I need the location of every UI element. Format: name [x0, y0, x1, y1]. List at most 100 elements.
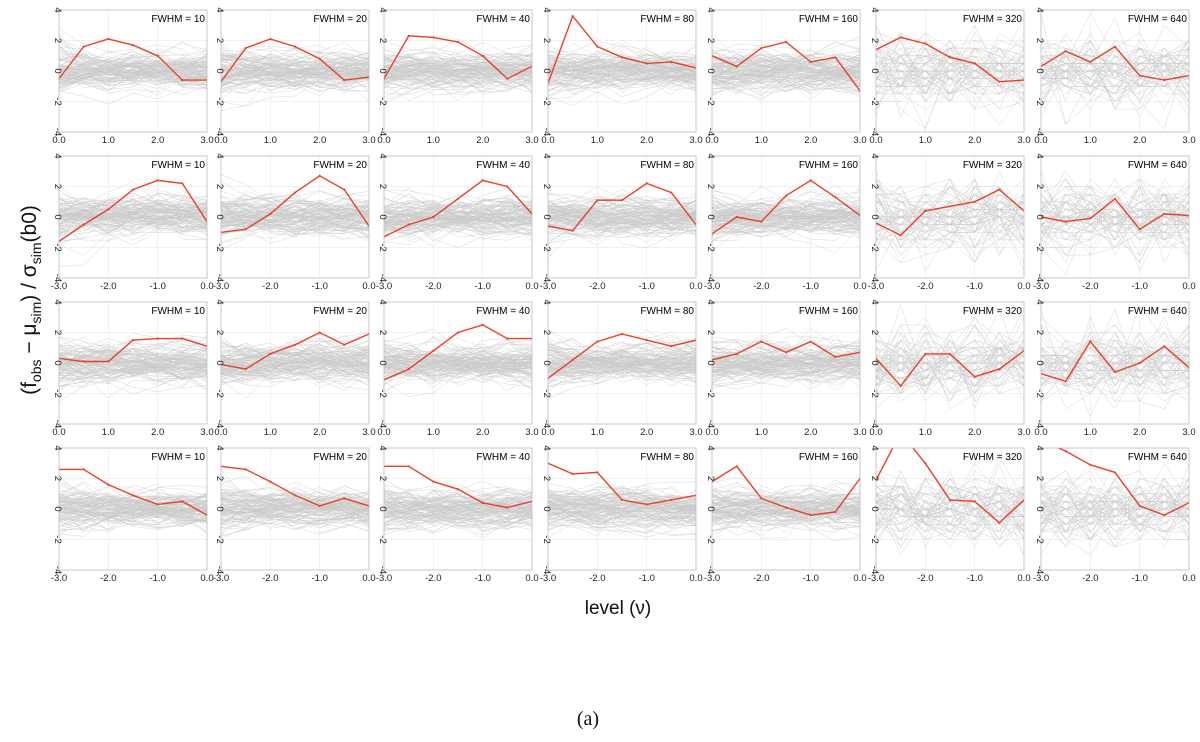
- panel-r3-c1: -4 -2 0 2 4 0.0 1.0 2.0 3.0 FWHM = 10: [52, 299, 214, 438]
- observed-point: [82, 360, 85, 363]
- x-tick-label: 0.0: [869, 135, 882, 146]
- x-tick-label: -3.0: [376, 281, 392, 292]
- x-tick-label: -2.0: [917, 573, 933, 584]
- y-tick-label: -4: [377, 420, 388, 428]
- observed-point: [269, 480, 272, 483]
- y-tick-label: 0: [541, 506, 552, 511]
- observed-point: [899, 234, 902, 237]
- panel-frame: [220, 155, 370, 279]
- panel-r3-c4: -4 -2 0 2 4 0.0 1.0 2.0 3.0 FWHM = 80: [541, 299, 703, 438]
- observed-point: [506, 506, 509, 509]
- y-tick-label: 4: [214, 153, 225, 158]
- panel-r3-c3: -4 -2 0 2 4 0.0 1.0 2.0 3.0 FWHM = 40: [377, 299, 539, 438]
- observed-point: [670, 498, 673, 501]
- y-tick-label: -2: [52, 389, 63, 397]
- x-tick-label: 1.0: [919, 427, 932, 438]
- observed-point: [596, 471, 599, 474]
- y-tick-label: 2: [377, 184, 388, 189]
- panel-title: FWHM = 320: [963, 160, 1023, 171]
- y-tick-label: 2: [705, 38, 716, 43]
- observed-point: [809, 179, 812, 182]
- y-tick-label: 2: [705, 184, 716, 189]
- y-tick-label: -2: [705, 535, 716, 543]
- observed-point: [973, 200, 976, 203]
- observed-point: [1163, 212, 1166, 215]
- observed-point: [760, 497, 763, 500]
- panel-r1-c2: -4 -2 0 2 4 0.0 1.0 2.0 3.0 FWHM = 20: [214, 7, 376, 146]
- panel-frame: [220, 9, 370, 133]
- observed-point: [620, 56, 624, 59]
- y-tick-label: -4: [869, 566, 880, 574]
- y-tick-label: -2: [214, 389, 225, 397]
- y-tick-label: 2: [541, 38, 552, 43]
- observed-point: [481, 54, 484, 57]
- observed-point: [924, 352, 927, 355]
- observed-point: [293, 45, 297, 48]
- observed-point: [269, 37, 272, 41]
- observed-point: [1138, 74, 1141, 77]
- x-tick-label: -2.0: [917, 281, 933, 292]
- x-tick-label: 1.0: [591, 135, 604, 146]
- x-tick-label: 2.0: [313, 135, 326, 146]
- simulated-curves: [221, 332, 369, 399]
- panel-r1-c3: -4 -2 0 2 4 0.0 1.0 2.0 3.0 FWHM = 40: [377, 7, 539, 146]
- y-tick-label: 2: [869, 184, 880, 189]
- observed-point: [834, 196, 837, 199]
- observed-point: [1089, 60, 1092, 64]
- y-tick-label: -4: [52, 420, 63, 428]
- y-tick-label: 2: [377, 476, 388, 481]
- x-tick-label: -3.0: [51, 573, 67, 584]
- panel-title: FWHM = 40: [476, 306, 530, 317]
- y-tick-label: 2: [52, 330, 63, 335]
- panel-frame: [1040, 155, 1190, 279]
- y-tick-label: 2: [377, 330, 388, 335]
- x-tick-label: 0.0: [1017, 573, 1030, 584]
- y-tick-label: 0: [705, 68, 716, 73]
- observed-point: [900, 432, 902, 434]
- x-tick-label: 1.0: [1084, 427, 1097, 438]
- y-tick-label: 2: [377, 38, 388, 43]
- observed-point: [156, 54, 159, 57]
- x-tick-label: 1.0: [755, 135, 768, 146]
- x-tick-label: -2.0: [753, 573, 769, 584]
- x-tick-label: 2.0: [1133, 427, 1146, 438]
- x-axis-label: level (ν): [585, 598, 652, 619]
- observed-point: [1064, 450, 1067, 453]
- panel-title: FWHM = 10: [151, 452, 205, 463]
- observed-point: [973, 500, 976, 503]
- observed-point: [481, 501, 484, 504]
- y-tick-label: 0: [1034, 68, 1045, 73]
- observed-point: [998, 80, 1001, 83]
- panel-frame: [383, 9, 533, 133]
- y-tick-label: -2: [705, 97, 716, 105]
- y-tick-label: 0: [869, 360, 880, 365]
- y-tick-label: -2: [52, 535, 63, 543]
- x-tick-label: 0.0: [705, 135, 718, 146]
- x-tick-label: -1.0: [150, 573, 166, 584]
- panel-frame: [711, 447, 861, 571]
- y-tick-label: -4: [1034, 274, 1045, 282]
- observed-point: [407, 34, 410, 38]
- observed-point: [156, 503, 159, 506]
- x-tick-label: 2.0: [640, 135, 653, 146]
- observed-point: [456, 488, 460, 491]
- y-tick-label: -2: [869, 243, 880, 251]
- panel-title: FWHM = 320: [963, 14, 1023, 25]
- x-tick-label: 1.0: [755, 427, 768, 438]
- y-tick-label: 0: [705, 214, 716, 219]
- y-tick-label: -4: [214, 566, 225, 574]
- y-tick-label: 0: [377, 214, 388, 219]
- x-tick-label: 0.0: [705, 427, 718, 438]
- observed-point: [432, 349, 435, 352]
- panel-title: FWHM = 20: [313, 452, 367, 463]
- observed-point: [620, 199, 624, 202]
- y-tick-label: -2: [541, 535, 552, 543]
- x-tick-label: 3.0: [362, 427, 375, 438]
- observed-point: [343, 343, 346, 346]
- panel-frame: [875, 155, 1025, 279]
- observed-point: [571, 358, 574, 361]
- observed-point: [735, 352, 738, 355]
- panel-title: FWHM = 160: [799, 452, 859, 463]
- x-tick-label: 1.0: [102, 427, 115, 438]
- observed-point: [293, 191, 297, 194]
